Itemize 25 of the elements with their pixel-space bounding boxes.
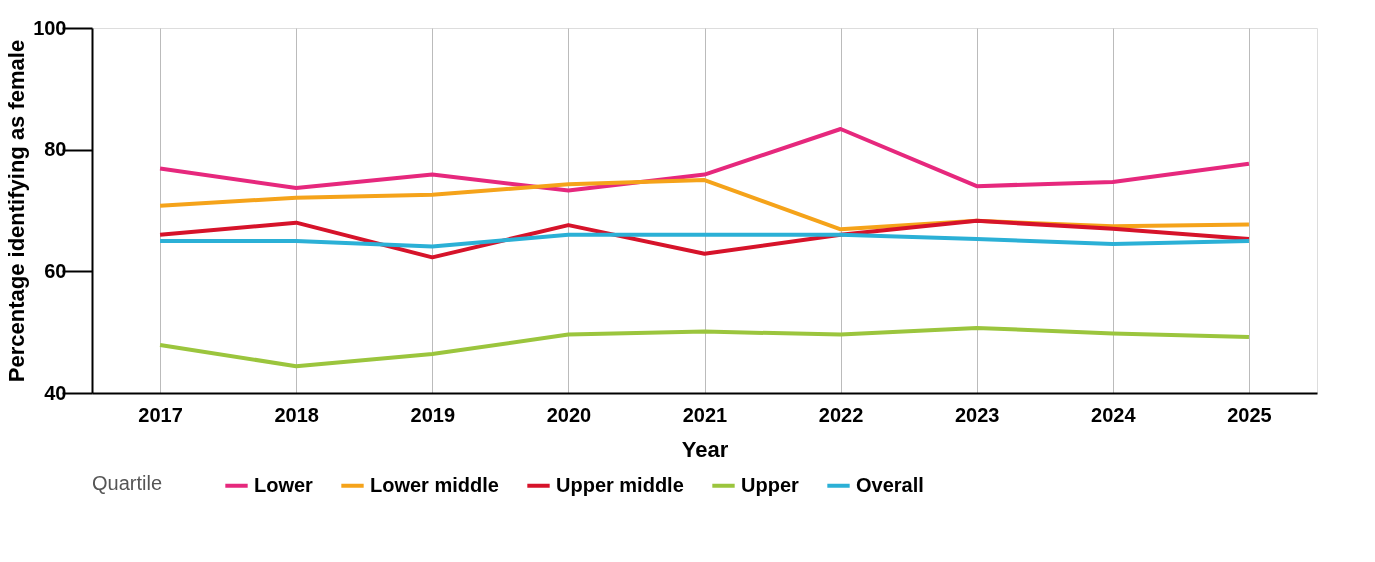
- x-tick-label: 2017: [138, 403, 183, 426]
- x-tick-label: 2023: [954, 403, 1000, 426]
- line-series: [158, 126, 1251, 193]
- x-tick-label: 2025: [1227, 403, 1272, 426]
- x-tick-label: 2022: [818, 403, 864, 426]
- y-tick-label: 40: [44, 381, 67, 404]
- x-tick-label: 2024: [1091, 403, 1137, 426]
- legend-title: Quartile: [92, 472, 163, 494]
- x-tick-label: 2019: [410, 403, 456, 426]
- y-tick-label: 100: [33, 16, 67, 39]
- y-axis-title: Percentage identifying as female: [4, 39, 30, 383]
- x-tick-label: 2020: [546, 403, 592, 426]
- legend-label: Upper middle: [556, 473, 684, 496]
- y-tick-label: 80: [44, 138, 67, 161]
- x-tick-label: 2021: [682, 403, 728, 426]
- legend-label: Overall: [856, 473, 924, 496]
- x-axis-title: Year: [681, 436, 729, 462]
- legend-label: Upper: [741, 473, 799, 496]
- line-series: [158, 232, 1251, 249]
- legend-label: Lower middle: [370, 473, 499, 496]
- x-tick-label: 2018: [274, 403, 319, 426]
- line-series: [158, 325, 1251, 369]
- line-series: [158, 218, 1251, 260]
- legend-label: Lower: [254, 473, 314, 496]
- y-tick-label: 60: [44, 259, 67, 282]
